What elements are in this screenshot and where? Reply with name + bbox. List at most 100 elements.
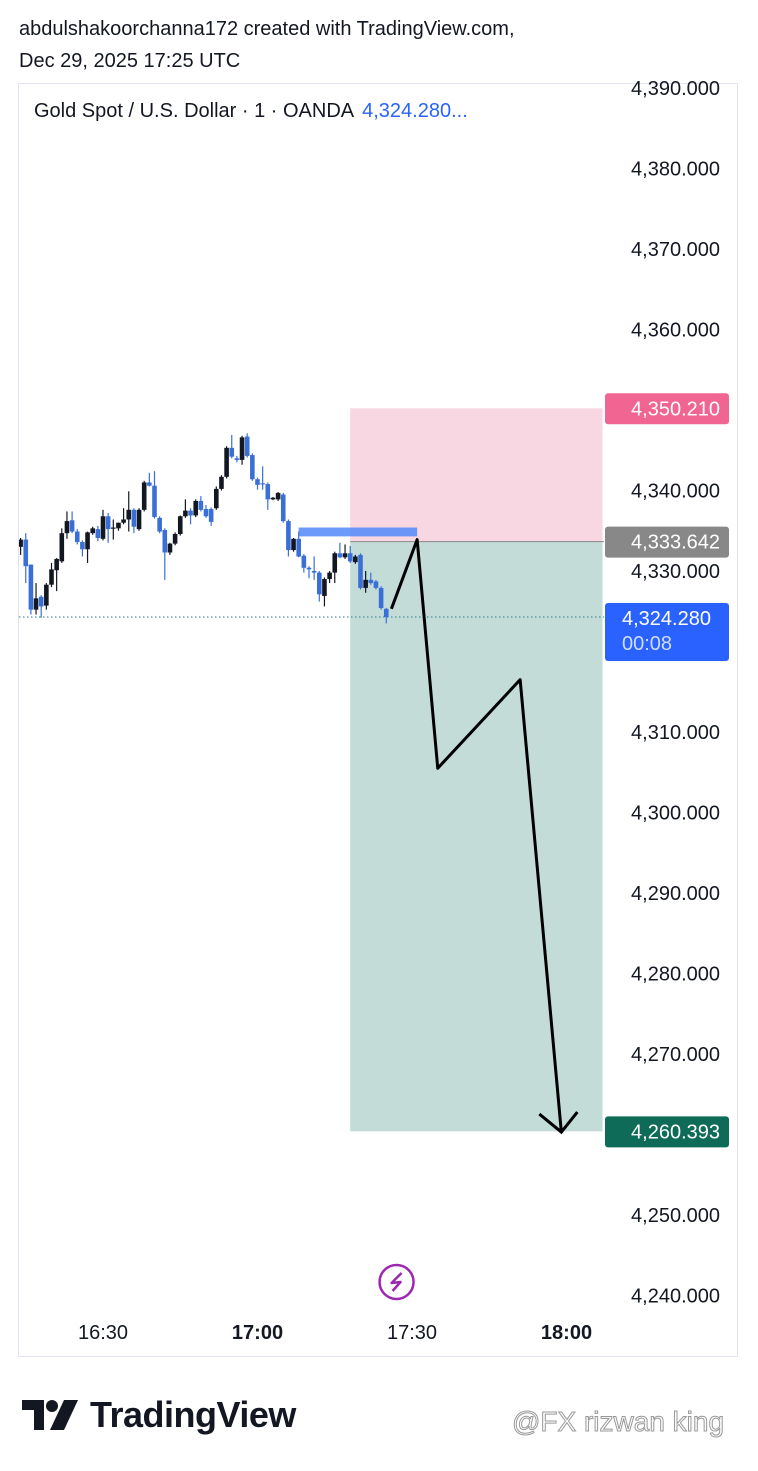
candle-body — [172, 533, 178, 544]
candle — [250, 453, 255, 481]
y-tick-label: 4,330.000 — [631, 561, 720, 583]
stop-price-badge — [605, 393, 729, 425]
y-tick-label: 4,340.000 — [631, 481, 720, 503]
candle-body — [291, 538, 296, 551]
candle-body — [131, 509, 137, 527]
candle-body — [19, 539, 23, 547]
candle-body — [33, 598, 39, 610]
candle — [74, 529, 80, 545]
take-profit-zone[interactable] — [350, 541, 603, 1132]
drawn-arrow-path[interactable] — [389, 538, 563, 1133]
y-tick-label: 4,380.000 — [631, 159, 720, 181]
candle — [105, 513, 111, 543]
candle-body — [116, 522, 121, 529]
entry-price-label: 4,333.642 — [631, 532, 720, 554]
lightning-icon[interactable] — [378, 1263, 415, 1301]
snapshot-date: Dec 29, 2025 17:25 UTC — [19, 50, 241, 72]
candle — [291, 537, 296, 552]
candle — [152, 471, 157, 519]
y-tick-label: 4,310.000 — [631, 722, 720, 744]
bar-countdown: 00:08 — [622, 633, 672, 655]
candle-body — [59, 533, 65, 562]
candle-body — [368, 579, 374, 584]
candle — [286, 519, 291, 557]
candle-body — [296, 538, 301, 557]
candle — [229, 434, 235, 459]
y-tick-label: 4,370.000 — [631, 239, 720, 261]
candle — [368, 572, 374, 585]
y-tick-label: 4,270.000 — [631, 1044, 720, 1066]
candle — [69, 511, 75, 534]
candle — [38, 595, 44, 618]
candle — [208, 507, 214, 526]
arrow-head — [538, 1111, 579, 1135]
candle — [301, 554, 307, 573]
tradingview-logo-icon — [22, 1400, 78, 1430]
candle-body — [317, 572, 322, 595]
candle-body — [28, 564, 34, 610]
candle — [373, 579, 379, 590]
candle — [219, 475, 224, 491]
candle-body — [193, 500, 198, 516]
candle-body — [265, 484, 271, 500]
candle-body — [342, 553, 348, 558]
candle-body — [286, 521, 291, 551]
candle-body — [49, 569, 54, 585]
candle — [311, 556, 317, 580]
candle-body — [270, 497, 276, 500]
symbol-title[interactable]: Gold Spot / U.S. Dollar · 1 · OANDA — [34, 100, 355, 122]
candle — [280, 492, 286, 523]
stop-loss-zone[interactable] — [350, 408, 603, 542]
candle — [198, 496, 204, 512]
candle-body — [105, 516, 111, 530]
candle-body — [111, 527, 116, 529]
candle-body — [234, 458, 240, 460]
candle-body — [214, 488, 219, 509]
candle — [141, 480, 147, 512]
candle — [332, 551, 338, 584]
candle — [121, 508, 126, 525]
candle — [239, 435, 245, 465]
tradingview-logo: TradingView — [22, 1394, 296, 1436]
candle — [322, 577, 327, 607]
y-tick-label: 4,300.000 — [631, 803, 720, 825]
zone-rectangle[interactable] — [298, 527, 418, 537]
candle-body — [80, 542, 85, 550]
candle-body — [198, 500, 204, 510]
candle — [28, 564, 34, 615]
candle-body — [23, 539, 29, 567]
candle-body — [100, 516, 106, 539]
candle-body — [224, 447, 229, 477]
stop-price-label: 4,350.210 — [631, 398, 720, 420]
candle — [306, 566, 312, 579]
candle-body — [95, 529, 101, 538]
candle — [203, 504, 209, 518]
candle-body — [141, 482, 147, 510]
candle-body — [239, 437, 245, 460]
candle-body — [121, 519, 126, 523]
last-price-label: 4,324.280 — [622, 608, 711, 630]
candle-body — [167, 543, 173, 553]
candle — [260, 466, 265, 490]
candle — [270, 496, 276, 501]
y-tick-label: 4,280.000 — [631, 964, 720, 986]
candle-body — [358, 554, 363, 588]
candle — [157, 516, 162, 534]
candle — [59, 528, 65, 563]
x-tick-label: 18:00 — [541, 1322, 592, 1344]
candle-body — [255, 479, 260, 485]
candle-body — [301, 555, 307, 568]
candle-body — [183, 510, 188, 517]
candle-body — [90, 528, 95, 534]
candle-body — [337, 553, 343, 558]
x-tick-label: 17:30 — [387, 1322, 437, 1344]
chart-legend: Gold Spot / U.S. Dollar · 1 · OANDA 4,324… — [34, 100, 468, 123]
x-tick-label: 16:30 — [78, 1322, 128, 1344]
candle — [296, 531, 301, 558]
candle — [347, 546, 353, 563]
candle — [116, 522, 121, 531]
tradingview-logo-text: TradingView — [90, 1394, 296, 1435]
candle — [275, 492, 281, 501]
candle-body — [203, 509, 209, 517]
